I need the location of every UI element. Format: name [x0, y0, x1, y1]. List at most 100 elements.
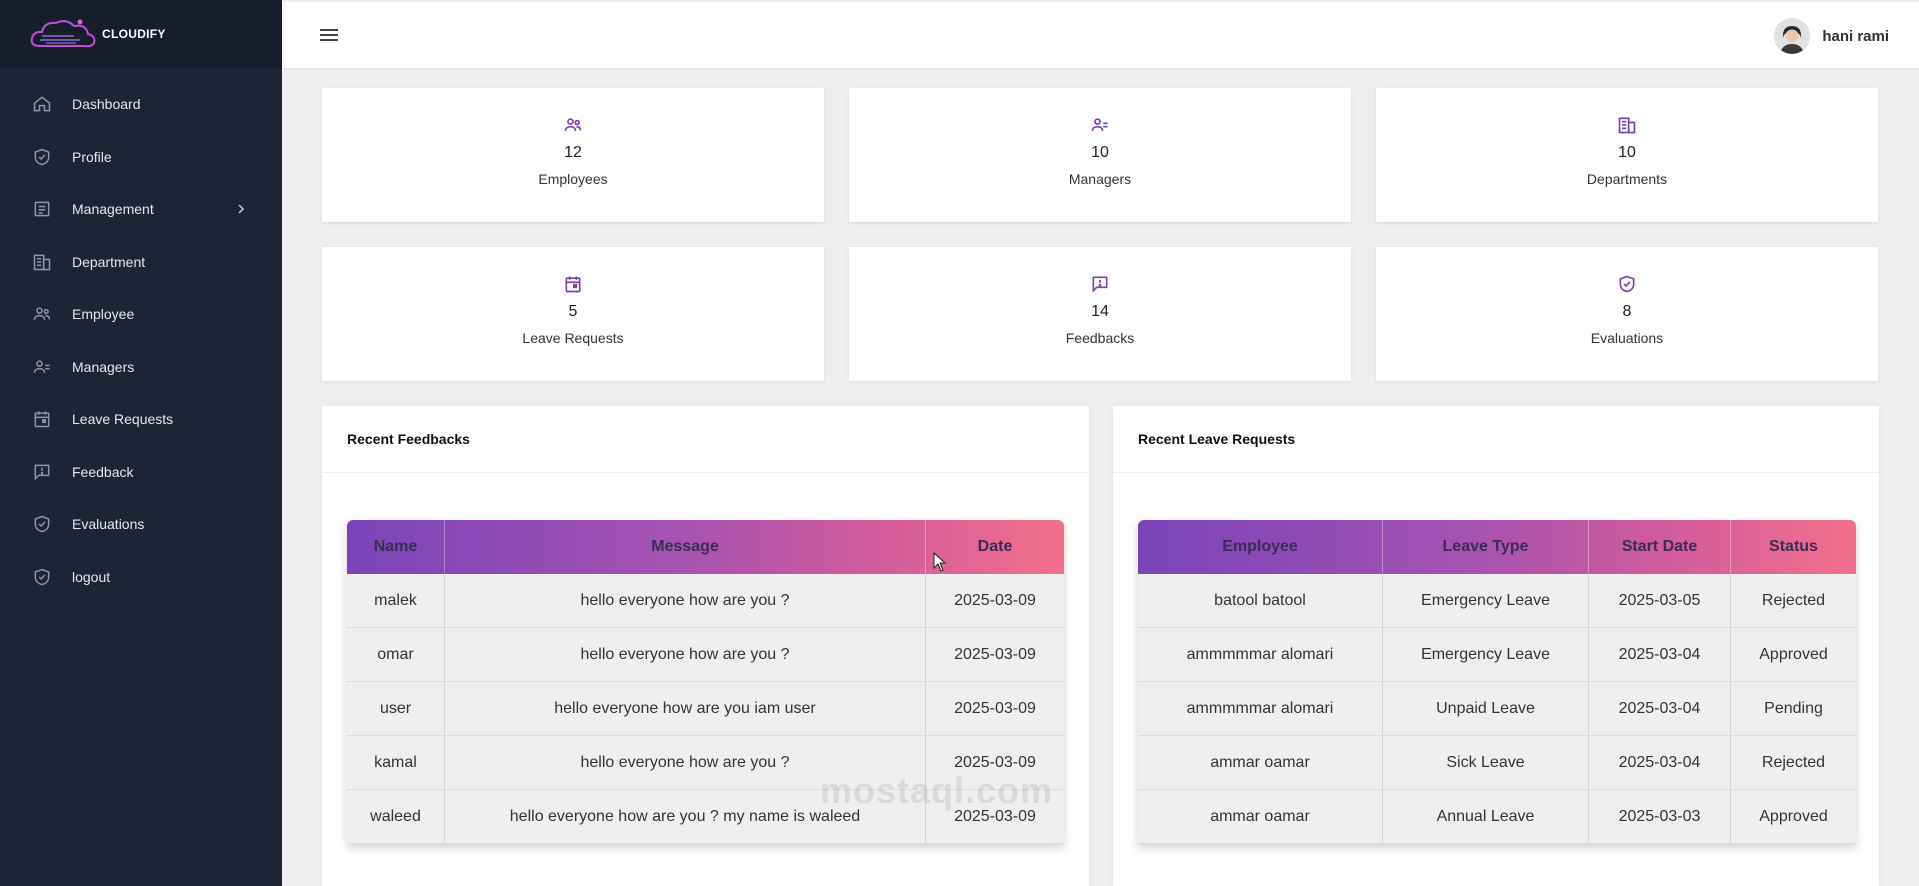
feedbacks-table: Name Message Date malek hello everyone h… — [347, 520, 1064, 844]
table-cell: ammar oamar — [1138, 789, 1383, 844]
list-icon — [32, 199, 52, 219]
top-bar: hani rami — [282, 2, 1919, 69]
table-row[interactable]: malek hello everyone how are you ? 2025-… — [347, 574, 1064, 628]
stat-label: Employees — [538, 171, 608, 187]
table-row[interactable]: user hello everyone how are you iam user… — [347, 681, 1064, 736]
leave-requests-table: Employee Leave Type Start Date Status ba… — [1138, 520, 1856, 844]
sidebar-item-feedback[interactable]: Feedback — [0, 446, 282, 499]
stat-label: Leave Requests — [522, 330, 624, 346]
column-header[interactable]: Leave Type — [1382, 520, 1589, 574]
sidebar: CLOUDIFY Dashboard Profile Management — [0, 0, 282, 886]
mouse-cursor-icon — [933, 552, 947, 572]
shield-check-icon — [1376, 274, 1878, 296]
table-cell: 2025-03-03 — [1588, 789, 1731, 844]
stat-card-managers[interactable]: 10 Managers — [849, 88, 1351, 222]
hamburger-menu-icon[interactable] — [318, 25, 340, 45]
stat-label: Feedbacks — [1065, 330, 1135, 346]
table-cell: hello everyone how are you ? my name is … — [444, 789, 926, 844]
sidebar-item-label: Leave Requests — [72, 411, 174, 428]
table-cell: 2025-03-04 — [1588, 735, 1731, 790]
chevron-right-icon[interactable] — [236, 204, 246, 214]
column-header[interactable]: Status — [1769, 538, 1818, 555]
column-header[interactable]: Employee — [1138, 520, 1383, 574]
table-cell: hello everyone how are you ? — [444, 574, 926, 628]
table-cell: Emergency Leave — [1382, 574, 1589, 628]
sidebar-nav: Dashboard Profile Management Department — [0, 78, 282, 603]
feedback-icon — [32, 462, 52, 482]
sidebar-item-department[interactable]: Department — [0, 236, 282, 289]
table-cell: hello everyone how are you ? — [444, 735, 926, 790]
home-icon — [32, 94, 52, 114]
stat-card-departments[interactable]: 10 Departments — [1376, 88, 1878, 222]
sidebar-item-label: Management — [72, 201, 154, 218]
stat-card-feedbacks[interactable]: 14 Feedbacks — [849, 247, 1351, 381]
table-cell: ammar oamar — [1138, 735, 1383, 790]
column-header[interactable]: Date — [977, 538, 1013, 555]
sidebar-item-management[interactable]: Management — [0, 183, 282, 236]
stat-count: 5 — [568, 303, 578, 320]
stat-card-leave-requests[interactable]: 5 Leave Requests — [322, 247, 824, 381]
column-header[interactable]: Message — [444, 520, 926, 574]
table-cell: 2025-03-09 — [925, 627, 1064, 682]
sidebar-item-logout[interactable]: logout — [0, 551, 282, 604]
sidebar-item-employee[interactable]: Employee — [0, 288, 282, 341]
table-row[interactable]: ammar oamar Sick Leave 2025-03-04 Reject… — [1138, 735, 1856, 790]
stat-card-evaluations[interactable]: 8 Evaluations — [1376, 247, 1878, 381]
status-cell: Rejected — [1730, 735, 1856, 790]
table-cell: waleed — [347, 789, 445, 844]
table-cell: 2025-03-05 — [1588, 574, 1731, 628]
manager-icon — [849, 115, 1351, 137]
stat-card-employees[interactable]: 12 Employees — [322, 88, 824, 222]
table-row[interactable]: waleed hello everyone how are you ? my n… — [347, 789, 1064, 844]
table-header-row: Employee Leave Type Start Date Status — [1138, 520, 1856, 574]
panel-title: Recent Feedbacks — [322, 406, 1089, 473]
sidebar-item-leave-requests[interactable]: Leave Requests — [0, 393, 282, 446]
table-cell: 2025-03-09 — [925, 735, 1064, 790]
sidebar-item-profile[interactable]: Profile — [0, 131, 282, 184]
shield-check-icon — [32, 567, 52, 587]
table-row[interactable]: ammmmmar alomari Emergency Leave 2025-03… — [1138, 627, 1856, 682]
table-cell: Unpaid Leave — [1382, 681, 1589, 736]
sidebar-item-label: logout — [72, 568, 111, 585]
table-row[interactable]: omar hello everyone how are you ? 2025-0… — [347, 627, 1064, 682]
sidebar-item-label: Profile — [72, 148, 112, 165]
user-name: hani rami — [1822, 27, 1889, 45]
recent-feedbacks-panel: Recent Feedbacks Name Message Date malek… — [322, 406, 1089, 886]
table-cell: hello everyone how are you ? — [444, 627, 926, 682]
status-cell: Approved — [1730, 789, 1856, 844]
user-menu[interactable]: hani rami — [1774, 18, 1889, 54]
stat-count: 14 — [1091, 303, 1109, 320]
stat-count: 12 — [564, 144, 582, 161]
column-header[interactable]: Start Date — [1588, 520, 1731, 574]
table-cell: 2025-03-09 — [925, 681, 1064, 736]
cloud-logo-icon — [30, 19, 96, 48]
table-cell: batool batool — [1138, 574, 1383, 628]
sidebar-item-managers[interactable]: Managers — [0, 341, 282, 394]
table-cell: 2025-03-04 — [1588, 681, 1731, 736]
brand[interactable]: CLOUDIFY — [0, 0, 282, 68]
sidebar-item-dashboard[interactable]: Dashboard — [0, 78, 282, 131]
table-row[interactable]: ammar oamar Annual Leave 2025-03-03 Appr… — [1138, 789, 1856, 844]
column-header[interactable]: Name — [347, 520, 445, 574]
sidebar-item-label: Department — [72, 253, 146, 270]
table-row[interactable]: ammmmmar alomari Unpaid Leave 2025-03-04… — [1138, 681, 1856, 736]
brand-name: CLOUDIFY — [102, 27, 166, 41]
stat-count: 10 — [1618, 144, 1636, 161]
people-icon — [32, 304, 52, 324]
calendar-icon — [32, 409, 52, 429]
stat-label: Evaluations — [1590, 330, 1664, 346]
stat-count: 10 — [1091, 144, 1109, 161]
stat-label: Managers — [1068, 171, 1132, 187]
table-cell: ammmmmar alomari — [1138, 627, 1383, 682]
shield-icon — [32, 147, 52, 167]
sidebar-item-label: Feedback — [72, 463, 134, 480]
table-cell: malek — [347, 574, 445, 628]
stat-count: 8 — [1622, 303, 1632, 320]
people-icon — [322, 115, 824, 137]
table-row[interactable]: batool batool Emergency Leave 2025-03-05… — [1138, 574, 1856, 628]
table-cell: 2025-03-09 — [925, 789, 1064, 844]
sidebar-item-evaluations[interactable]: Evaluations — [0, 498, 282, 551]
table-cell: kamal — [347, 735, 445, 790]
shield-check-icon — [32, 514, 52, 534]
table-row[interactable]: kamal hello everyone how are you ? 2025-… — [347, 735, 1064, 790]
